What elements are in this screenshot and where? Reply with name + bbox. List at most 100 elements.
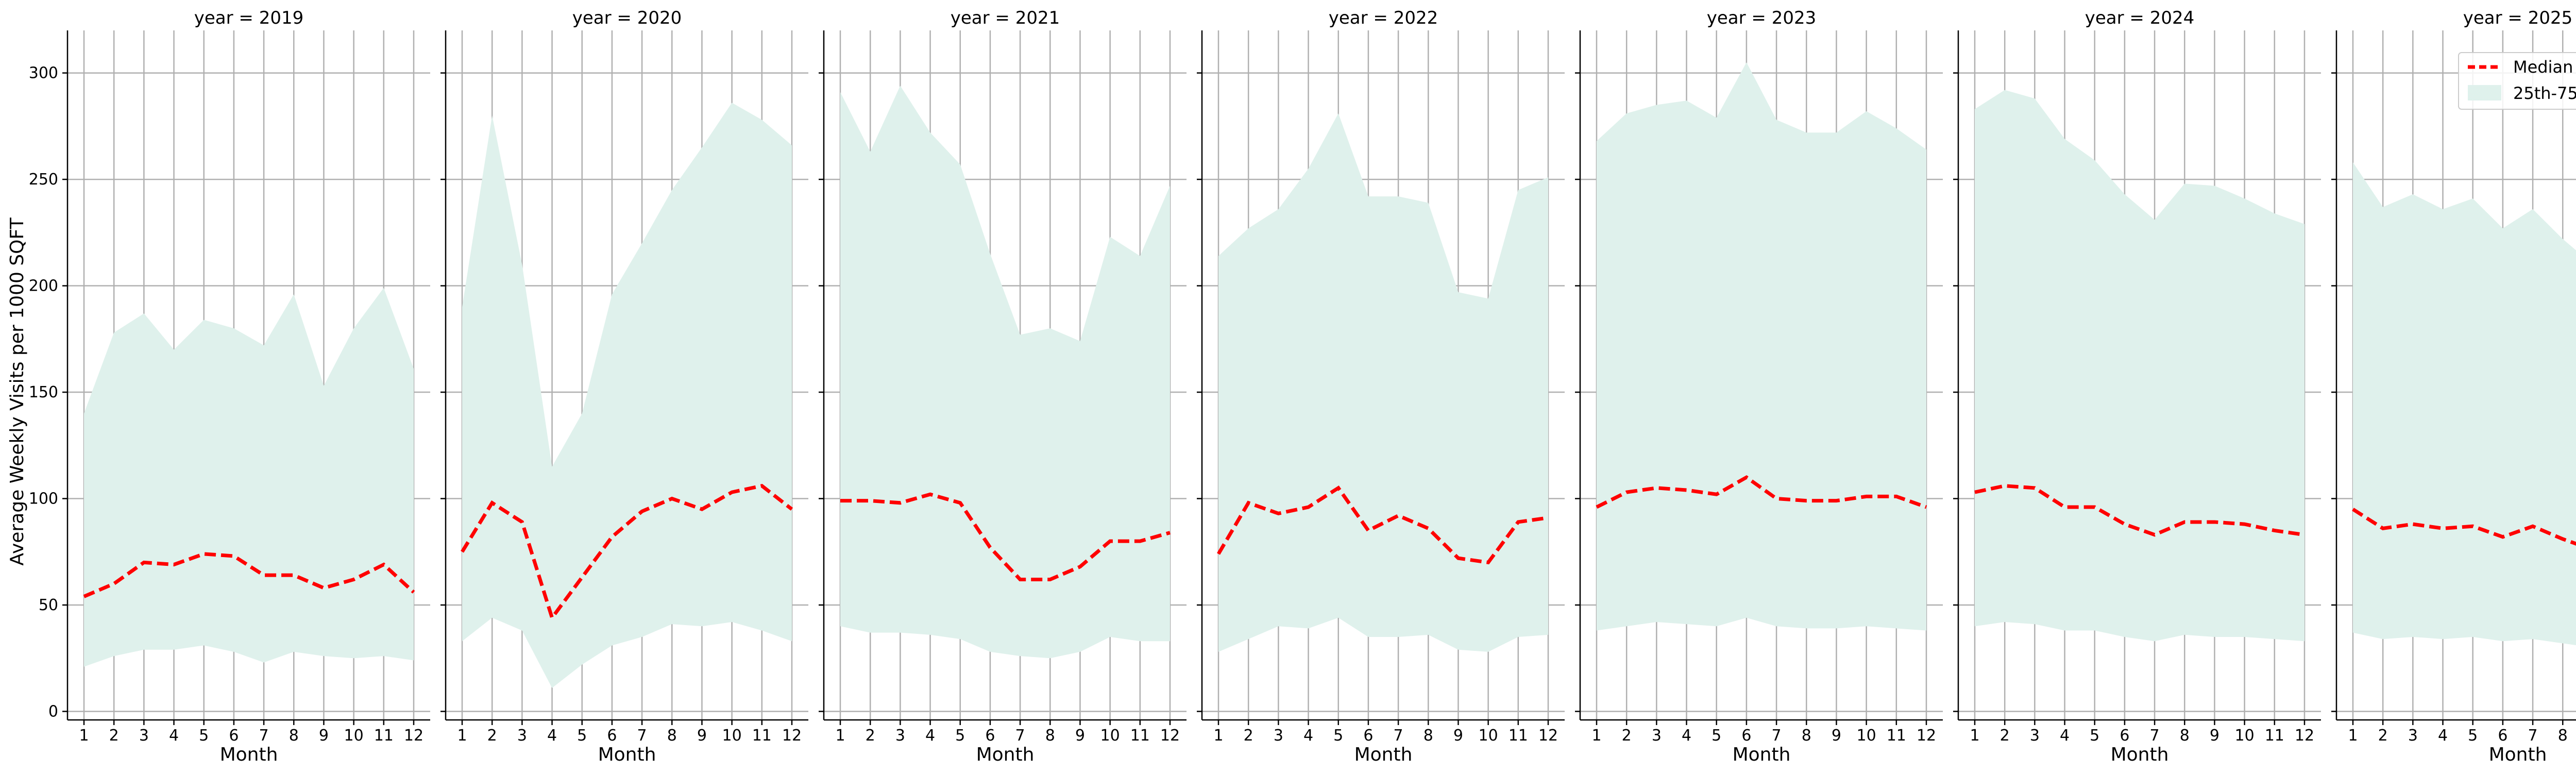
x-tick-label: 6 xyxy=(229,727,239,745)
y-tick-label: 50 xyxy=(39,596,58,614)
percentile-band-2024 xyxy=(1975,90,2304,642)
x-tick-label: 7 xyxy=(1772,727,1782,745)
x-tick-label: 4 xyxy=(2438,727,2448,745)
x-tick-label: 5 xyxy=(199,727,209,745)
x-tick-label: 3 xyxy=(895,727,905,745)
x-tick-label: 2 xyxy=(866,727,875,745)
x-tick-label: 7 xyxy=(1015,727,1025,745)
x-tick-label: 11 xyxy=(752,727,772,745)
x-tick-label: 9 xyxy=(319,727,329,745)
y-tick-label: 250 xyxy=(29,171,58,189)
x-tick-label: 3 xyxy=(1274,727,1283,745)
x-axis-label: Month xyxy=(1733,744,1791,765)
x-tick-label: 6 xyxy=(607,727,617,745)
percentile-band-2021 xyxy=(840,86,1170,659)
x-tick-label: 12 xyxy=(1917,727,1936,745)
x-tick-label: 2 xyxy=(1622,727,1632,745)
x-axis-label: Month xyxy=(1354,744,1413,765)
x-tick-label: 10 xyxy=(2235,727,2255,745)
panel-title: year = 2025 xyxy=(2463,8,2572,28)
percentile-band-2025 xyxy=(2353,162,2576,645)
x-tick-label: 10 xyxy=(1857,727,1876,745)
percentile-band-2023 xyxy=(1597,62,1926,631)
x-tick-label: 4 xyxy=(1682,727,1691,745)
x-tick-label: 4 xyxy=(925,727,935,745)
x-tick-label: 2 xyxy=(109,727,119,745)
x-tick-label: 1 xyxy=(1213,727,1223,745)
x-tick-label: 3 xyxy=(1652,727,1662,745)
x-axis-label: Month xyxy=(2489,744,2547,765)
x-tick-label: 9 xyxy=(1832,727,1841,745)
panel-title: year = 2019 xyxy=(194,8,303,28)
panel-title: year = 2021 xyxy=(951,8,1060,28)
x-tick-label: 6 xyxy=(1741,727,1751,745)
x-tick-label: 2 xyxy=(2378,727,2388,745)
x-tick-label: 8 xyxy=(1045,727,1055,745)
x-tick-label: 10 xyxy=(344,727,364,745)
x-tick-label: 1 xyxy=(2348,727,2358,745)
x-tick-label: 7 xyxy=(1394,727,1403,745)
x-tick-label: 6 xyxy=(2498,727,2507,745)
x-tick-label: 4 xyxy=(2060,727,2070,745)
x-tick-label: 8 xyxy=(1802,727,1811,745)
median-line-2022 xyxy=(1216,485,1549,565)
x-tick-label: 5 xyxy=(955,727,965,745)
y-axis-label: Average Weekly Visits per 1000 SQFT xyxy=(7,217,28,565)
x-tick-label: 2 xyxy=(2000,727,2010,745)
x-tick-label: 11 xyxy=(2265,727,2284,745)
percentile-band-2019 xyxy=(84,288,414,667)
x-axis-label: Month xyxy=(598,744,656,765)
x-tick-label: 4 xyxy=(1303,727,1313,745)
x-tick-label: 1 xyxy=(1970,727,1979,745)
x-tick-label: 3 xyxy=(2408,727,2418,745)
x-tick-label: 4 xyxy=(169,727,179,745)
x-tick-label: 1 xyxy=(79,727,89,745)
x-tick-label: 5 xyxy=(1333,727,1343,745)
x-tick-label: 6 xyxy=(2120,727,2129,745)
x-tick-label: 9 xyxy=(1453,727,1463,745)
panel-title: year = 2024 xyxy=(2085,8,2194,28)
median-line-2025 xyxy=(2352,508,2576,546)
legend: Median 25th-75th Percentile xyxy=(2458,52,2576,110)
x-tick-label: 12 xyxy=(1160,727,1180,745)
x-tick-label: 3 xyxy=(139,727,149,745)
x-tick-label: 1 xyxy=(835,727,845,745)
legend-band-swatch xyxy=(2468,85,2501,100)
x-tick-label: 7 xyxy=(2150,727,2160,745)
x-axis-label: Month xyxy=(2111,744,2169,765)
x-tick-label: 8 xyxy=(1423,727,1433,745)
x-axis-label: Month xyxy=(976,744,1035,765)
legend-band-label: 25th-75th Percentile xyxy=(2513,83,2576,103)
x-tick-label: 5 xyxy=(577,727,587,745)
x-tick-label: 11 xyxy=(1509,727,1528,745)
x-tick-label: 10 xyxy=(1100,727,1120,745)
x-tick-label: 3 xyxy=(517,727,527,745)
x-tick-label: 12 xyxy=(404,727,423,745)
percentile-band-2020 xyxy=(462,103,792,688)
x-tick-label: 1 xyxy=(1591,727,1601,745)
x-tick-label: 5 xyxy=(2090,727,2099,745)
x-tick-label: 12 xyxy=(1538,727,1558,745)
x-tick-label: 5 xyxy=(2468,727,2478,745)
y-tick-label: 0 xyxy=(48,702,58,720)
x-tick-label: 10 xyxy=(722,727,742,745)
panel-title: year = 2023 xyxy=(1707,8,1816,28)
y-tick-label: 100 xyxy=(29,490,58,508)
x-tick-label: 12 xyxy=(782,727,802,745)
x-tick-label: 2 xyxy=(1244,727,1253,745)
median-line-2024 xyxy=(1974,484,2305,537)
x-tick-label: 12 xyxy=(2295,727,2314,745)
x-tick-label: 8 xyxy=(289,727,299,745)
panel-title: year = 2020 xyxy=(572,8,682,28)
x-tick-label: 8 xyxy=(2558,727,2568,745)
x-tick-label: 11 xyxy=(1130,727,1150,745)
x-tick-label: 4 xyxy=(547,727,557,745)
median-line-2021 xyxy=(840,492,1171,581)
x-tick-label: 6 xyxy=(985,727,995,745)
